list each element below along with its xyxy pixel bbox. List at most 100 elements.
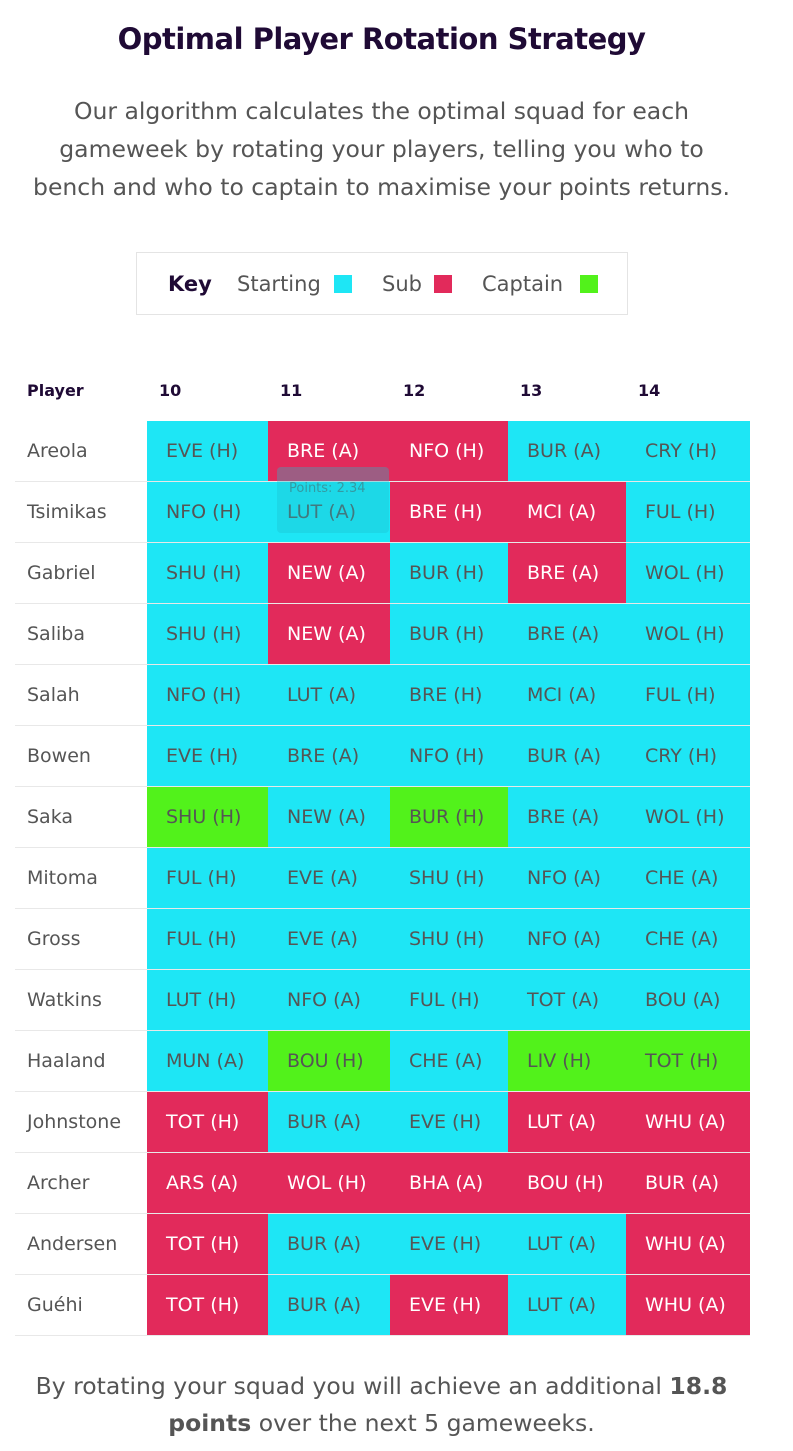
fixture-cell[interactable]: BRE (A) <box>268 421 390 481</box>
row-divider <box>15 1152 750 1153</box>
fixture-cell[interactable]: MCI (A) <box>508 665 626 725</box>
fixture-cell[interactable]: SHU (H) <box>390 848 508 908</box>
fixture-cell[interactable]: CHE (A) <box>626 909 750 969</box>
fixture-cell[interactable]: NFO (A) <box>268 970 390 1030</box>
fixture-cell[interactable]: BRE (A) <box>508 604 626 664</box>
fixture-cell[interactable]: CHE (A) <box>626 848 750 908</box>
fixture-cell[interactable]: LUT (A) <box>508 1275 626 1335</box>
gameweek-header: 11 <box>280 381 303 400</box>
fixture-cell[interactable]: FUL (H) <box>147 909 268 969</box>
fixture-cell[interactable]: NEW (A) <box>268 604 390 664</box>
row-divider <box>15 542 750 543</box>
fixture-cell[interactable]: CHE (A) <box>390 1031 508 1091</box>
fixture-cell[interactable]: BUR (H) <box>390 787 508 847</box>
fixture-cell[interactable]: BRE (H) <box>390 665 508 725</box>
fixture-cell[interactable]: FUL (H) <box>626 482 750 542</box>
fixture-cell[interactable]: FUL (H) <box>147 848 268 908</box>
fixture-cell[interactable]: ARS (A) <box>147 1153 268 1213</box>
row-divider <box>15 1274 750 1275</box>
fixture-cell[interactable]: LUT (A) <box>268 665 390 725</box>
fixture-cell[interactable]: BOU (H) <box>268 1031 390 1091</box>
fixture-cell[interactable]: WOL (H) <box>626 604 750 664</box>
fixture-cell[interactable]: BRE (H) <box>390 482 508 542</box>
fixture-cell[interactable]: SHU (H) <box>390 909 508 969</box>
fixture-cell[interactable]: LIV (H) <box>508 1031 626 1091</box>
row-divider <box>15 1091 750 1092</box>
row-divider <box>15 481 750 482</box>
fixture-cell[interactable]: TOT (H) <box>147 1275 268 1335</box>
key-starting-label: Starting <box>237 272 321 296</box>
fixture-cell[interactable]: NFO (H) <box>147 482 268 542</box>
fixture-cell[interactable]: NFO (H) <box>390 421 508 481</box>
fixture-cell[interactable]: SHU (H) <box>147 604 268 664</box>
fixture-cell[interactable]: WOL (H) <box>268 1153 390 1213</box>
fixture-cell[interactable]: WOL (H) <box>626 787 750 847</box>
fixture-cell[interactable]: CRY (H) <box>626 726 750 786</box>
fixture-cell[interactable]: BUR (H) <box>390 543 508 603</box>
fixture-cell[interactable]: CRY (H) <box>626 421 750 481</box>
key-captain-label: Captain <box>482 272 564 296</box>
fixture-cell[interactable]: EVE (H) <box>390 1092 508 1152</box>
summary-text: By rotating your squad you will achieve … <box>20 1368 743 1442</box>
fixture-cell[interactable]: LUT (A) <box>508 1214 626 1274</box>
fixture-cell[interactable]: BRE (A) <box>508 787 626 847</box>
fixture-cell[interactable]: LUT (H) <box>147 970 268 1030</box>
fixture-cell[interactable]: BUR (A) <box>508 421 626 481</box>
fixture-cell[interactable]: FUL (H) <box>626 665 750 725</box>
fixture-cell[interactable]: BUR (A) <box>508 726 626 786</box>
fixture-cell[interactable]: BUR (A) <box>268 1092 390 1152</box>
fixture-cell[interactable]: EVE (A) <box>268 848 390 908</box>
fixture-cell[interactable]: NEW (A) <box>268 543 390 603</box>
fixture-cell[interactable]: BUR (H) <box>390 604 508 664</box>
fixture-cell[interactable]: WHU (A) <box>626 1092 750 1152</box>
fixture-cell[interactable]: LUT (A) <box>508 1092 626 1152</box>
fixture-cell[interactable]: BUR (A) <box>626 1153 750 1213</box>
fixture-cell[interactable]: NFO (A) <box>508 848 626 908</box>
fixture-cell[interactable]: WHU (A) <box>626 1275 750 1335</box>
fixture-cell[interactable]: NFO (H) <box>390 726 508 786</box>
fixture-cell[interactable]: TOT (H) <box>147 1092 268 1152</box>
fixture-cell[interactable]: WOL (H) <box>626 543 750 603</box>
fixture-cell[interactable]: EVE (H) <box>147 726 268 786</box>
fixture-cell[interactable]: BUR (A) <box>268 1214 390 1274</box>
fixture-cell[interactable]: EVE (H) <box>147 421 268 481</box>
fixture-cell[interactable]: BHA (A) <box>390 1153 508 1213</box>
fixture-cell[interactable]: BOU (A) <box>626 970 750 1030</box>
player-name: Gross <box>27 928 81 950</box>
fixture-cell[interactable]: EVE (H) <box>390 1275 508 1335</box>
row-divider <box>15 725 750 726</box>
key-sub-label: Sub <box>382 272 422 296</box>
player-name: Saliba <box>27 623 85 645</box>
summary-prefix: By rotating your squad you will achieve … <box>35 1372 662 1400</box>
player-name: Johnstone <box>27 1111 122 1133</box>
player-column-header: Player <box>27 381 84 400</box>
fixture-cell[interactable]: BUR (A) <box>268 1275 390 1335</box>
summary-suffix: over the next 5 gameweeks. <box>258 1409 595 1437</box>
fixture-cell[interactable]: EVE (H) <box>390 1214 508 1274</box>
fixture-cell[interactable]: NFO (A) <box>508 909 626 969</box>
fixture-cell[interactable]: MCI (A) <box>508 482 626 542</box>
fixture-cell[interactable]: EVE (A) <box>268 909 390 969</box>
fixture-cell[interactable]: NFO (H) <box>147 665 268 725</box>
fixture-cell[interactable]: TOT (H) <box>626 1031 750 1091</box>
fixture-cell[interactable]: LUT (A) <box>268 482 390 542</box>
fixture-cell[interactable]: BOU (H) <box>508 1153 626 1213</box>
key-label: Key <box>168 272 212 296</box>
row-divider <box>15 664 750 665</box>
fixture-cell[interactable]: WHU (A) <box>626 1214 750 1274</box>
player-name: Archer <box>27 1172 90 1194</box>
player-name: Areola <box>27 440 88 462</box>
fixture-cell[interactable]: NEW (A) <box>268 787 390 847</box>
row-divider <box>15 1213 750 1214</box>
fixture-cell[interactable]: TOT (A) <box>508 970 626 1030</box>
fixture-cell[interactable]: SHU (H) <box>147 543 268 603</box>
fixture-cell[interactable]: TOT (H) <box>147 1214 268 1274</box>
fixture-cell[interactable]: BRE (A) <box>268 726 390 786</box>
fixture-cell[interactable]: SHU (H) <box>147 787 268 847</box>
row-divider <box>15 603 750 604</box>
fixture-cell[interactable]: BRE (A) <box>508 543 626 603</box>
fixture-cell[interactable]: MUN (A) <box>147 1031 268 1091</box>
fixture-cell[interactable]: FUL (H) <box>390 970 508 1030</box>
summary-points: 18.8 points <box>168 1372 728 1437</box>
starting-swatch <box>334 275 352 293</box>
